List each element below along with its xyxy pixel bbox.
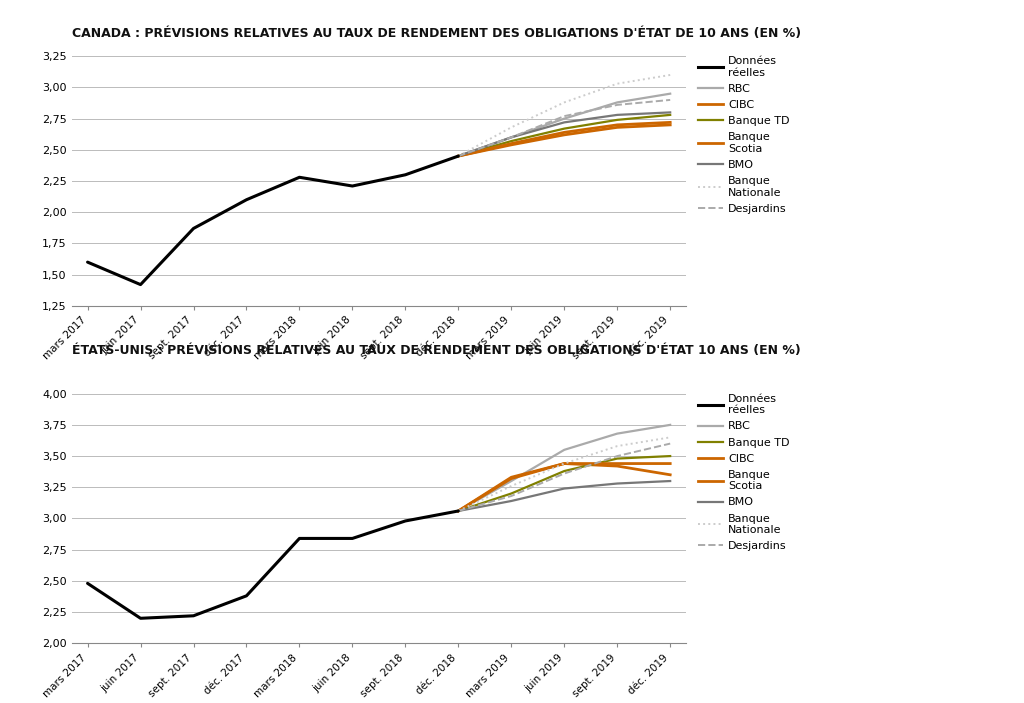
Legend: Données
réelles, RBC, CIBC, Banque TD, Banque
Scotia, BMO, Banque
Nationale, Des: Données réelles, RBC, CIBC, Banque TD, B… bbox=[698, 56, 790, 214]
Text: CANADA : PRÉVISIONS RELATIVES AU TAUX DE RENDEMENT DES OBLIGATIONS D'ÉTAT DE 10 : CANADA : PRÉVISIONS RELATIVES AU TAUX DE… bbox=[72, 27, 801, 39]
Text: ÉTATS-UNIS : PRÉVISIONS RELATIVES AU TAUX DE RENDEMENT DES OBLIGATIONS D'ÉTAT 10: ÉTATS-UNIS : PRÉVISIONS RELATIVES AU TAU… bbox=[72, 344, 801, 357]
Legend: Données
réelles, RBC, Banque TD, CIBC, Banque
Scotia, BMO, Banque
Nationale, Des: Données réelles, RBC, Banque TD, CIBC, B… bbox=[698, 394, 790, 551]
